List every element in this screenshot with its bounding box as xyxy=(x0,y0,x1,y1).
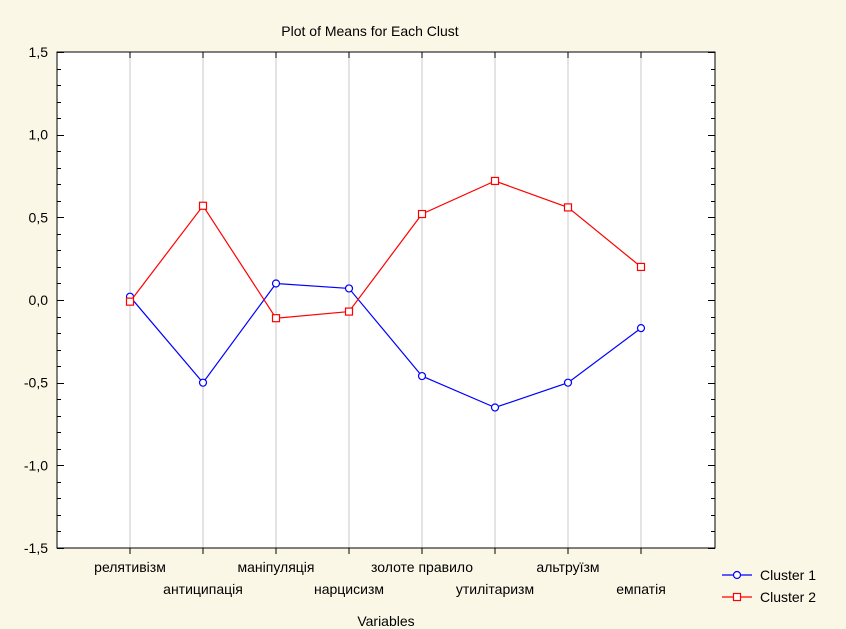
y-tick-label: 0,0 xyxy=(29,292,49,308)
legend-marker-2 xyxy=(732,592,742,602)
series-2-point xyxy=(271,314,281,323)
series-line-1 xyxy=(129,282,642,409)
legend: Cluster 1 Cluster 2 xyxy=(722,567,816,605)
y-tick-label: -1,0 xyxy=(24,457,48,473)
series-2-point xyxy=(563,203,573,212)
y-tick-label: 0,5 xyxy=(29,209,49,225)
series-2-point xyxy=(198,201,208,210)
chart-title: Plot of Means for Each Clust xyxy=(281,23,459,39)
y-axis: -1,5 -1,0 -0,5 0,0 0,5 1,0 1,5 xyxy=(24,44,715,556)
y-tick-label: 1,5 xyxy=(29,44,49,60)
series-1-point xyxy=(344,284,354,293)
x-tick-label: утилітаризм xyxy=(456,581,534,597)
x-tick-label: альтруїзм xyxy=(536,559,599,575)
series-2-point xyxy=(417,209,427,219)
legend-marker-1 xyxy=(732,570,742,580)
series-2-point xyxy=(344,307,354,316)
series-1-point xyxy=(490,403,500,412)
y-tick-label: 1,0 xyxy=(29,127,49,143)
series-1-point xyxy=(417,371,427,381)
series-layer xyxy=(125,176,646,412)
series-1-point xyxy=(636,324,646,333)
legend-label-1: Cluster 1 xyxy=(760,567,816,583)
grid-lines xyxy=(129,52,642,548)
series-1-point xyxy=(198,378,208,387)
x-tick-label: антиципація xyxy=(163,581,243,597)
series-1-point xyxy=(563,378,573,387)
x-tick-label: релятивізм xyxy=(94,559,166,575)
y-tick-label: -1,5 xyxy=(24,540,48,556)
series-2-point xyxy=(636,262,646,272)
x-tick-label: золоте правило xyxy=(371,559,473,575)
series-2-point xyxy=(125,297,135,306)
x-tick-label: маніпуляція xyxy=(238,559,315,575)
series-1-point xyxy=(271,279,281,288)
series-line-2 xyxy=(129,180,642,319)
y-tick-label: -0,5 xyxy=(24,375,48,391)
plot-area xyxy=(57,52,715,548)
x-axis-label: Variables xyxy=(357,613,414,629)
x-tick-label: емпатія xyxy=(616,581,666,597)
series-2-point xyxy=(490,176,500,186)
legend-label-2: Cluster 2 xyxy=(760,589,816,605)
x-axis: релятивізм антиципація маніпуляція нарцисиз… xyxy=(94,52,666,597)
x-tick-label: нарцисизм xyxy=(314,581,384,597)
